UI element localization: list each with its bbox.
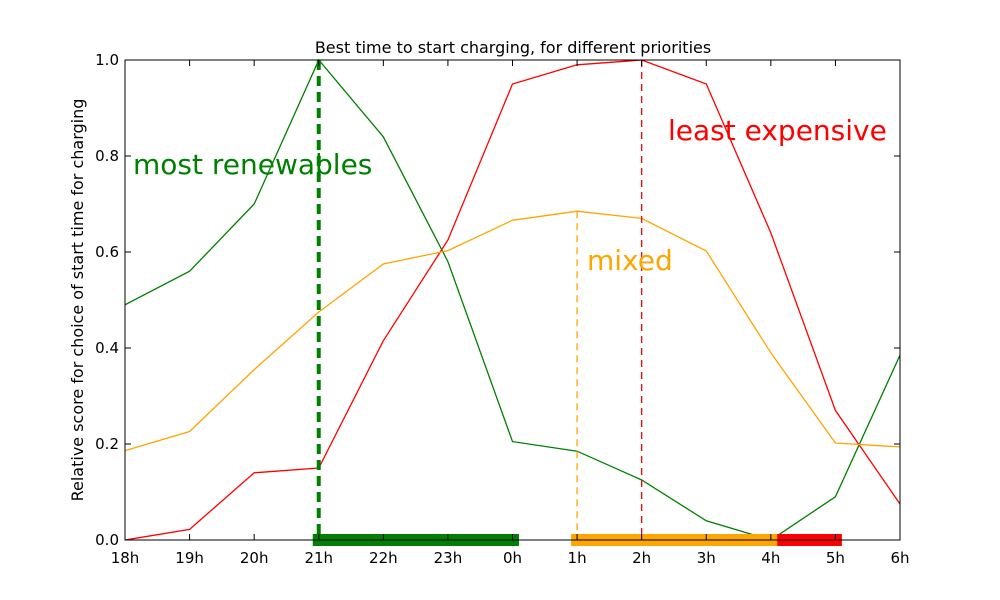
y-tick-label: 0.4: [95, 339, 119, 357]
x-tick-label: 20h: [240, 549, 269, 567]
x-tick-label: 6h: [890, 549, 909, 567]
x-tick-label: 2h: [632, 549, 651, 567]
x-tick-label: 0h: [503, 549, 522, 567]
x-tick-label: 19h: [175, 549, 204, 567]
chart-title: Best time to start charging, for differe…: [315, 38, 711, 57]
annotation-mixed: mixed: [587, 244, 673, 277]
x-tick-label: 21h: [304, 549, 333, 567]
x-tick-label: 23h: [434, 549, 463, 567]
annotation-renewables: most renewables: [133, 148, 372, 181]
y-tick-label: 0.0: [95, 531, 119, 549]
x-tick-label: 5h: [826, 549, 845, 567]
plot-area: 18h 19h 20h 21h 22h 23h 0h 1h 2h 3h 4h 5h 6h 0.0 0.2 0.…: [95, 51, 909, 567]
x-tick-label: 22h: [369, 549, 398, 567]
x-tick-label: 1h: [568, 549, 587, 567]
y-tick-label: 0.8: [95, 147, 119, 165]
y-tick-label: 0.2: [95, 435, 119, 453]
series-line-mixed: [124, 210, 901, 452]
x-tick-label: 18h: [111, 549, 140, 567]
annotation-cost: least expensive: [668, 114, 887, 147]
x-tick-label: 3h: [697, 549, 716, 567]
y-tick-label: 0.6: [95, 243, 119, 261]
series-line-cost: [124, 59, 901, 541]
y-axis-label: Relative score for choice of start time …: [68, 99, 87, 502]
y-tick-label: 1.0: [95, 51, 119, 69]
x-tick-label: 4h: [761, 549, 780, 567]
